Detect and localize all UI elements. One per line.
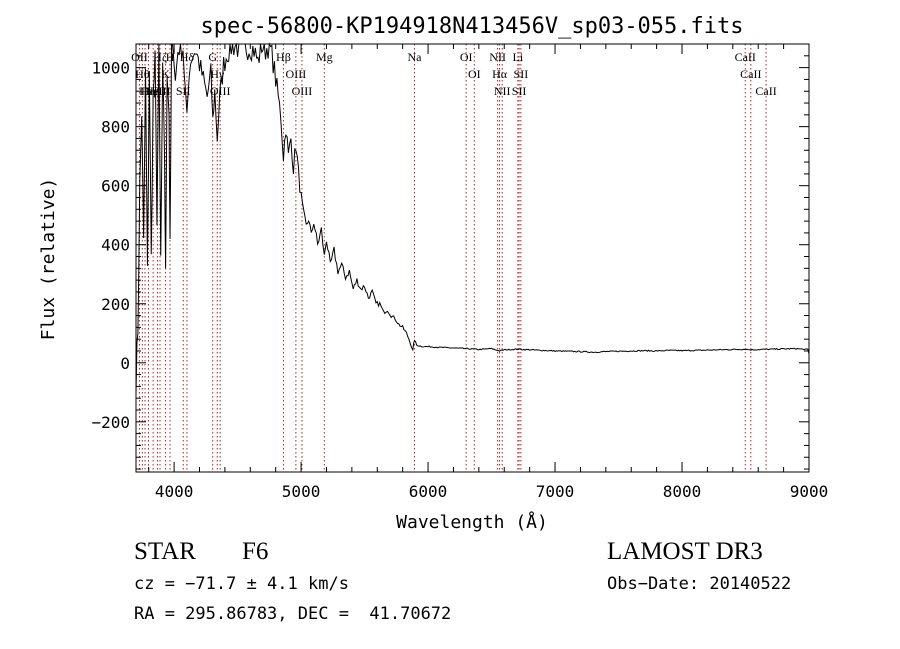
line-label-6: Hζ <box>153 50 167 64</box>
x-tick-label-0: 4000 <box>155 482 194 501</box>
line-label-4: Hζ <box>146 84 160 98</box>
y-tick-label-4: 600 <box>101 177 130 196</box>
observation-date: Obs−Date: 20140522 <box>607 574 792 594</box>
x-tick-label-1: 5000 <box>282 482 321 501</box>
y-axis-label: Flux (relative) <box>38 178 59 341</box>
y-tick-label-1: 0 <box>120 354 130 373</box>
line-label-7: K <box>161 67 170 81</box>
x-axis-label: Wavelength (Å) <box>396 511 548 533</box>
line-label-15: OIII <box>286 67 307 81</box>
y-tick-label-5: 800 <box>101 118 130 137</box>
line-label-25: SII <box>512 84 527 98</box>
axes-group: 4000 5000 6000 7000 8000 9000 −200 0 200 400 600 80… <box>91 43 829 501</box>
redshift-velocity: cz = −71.7 ± 4.1 km/s <box>134 574 349 594</box>
line-label-1: Hθ <box>135 67 150 81</box>
line-label-14: Hβ <box>276 50 291 64</box>
line-label-21: NII <box>489 50 506 64</box>
line-label-29: CaII <box>755 84 776 98</box>
line-label-10: Hδ <box>180 50 195 64</box>
chart-title: spec-56800-KP194918N413456V_sp03-055.fit… <box>200 14 743 39</box>
x-tick-label-2: 6000 <box>409 482 448 501</box>
line-marker-group <box>138 44 767 472</box>
line-label-2: Hι <box>139 84 152 98</box>
line-label-8: H <box>166 50 175 64</box>
line-label-3: Hη <box>141 84 156 98</box>
y-tick-label-0: −200 <box>91 413 130 432</box>
line-label-17: Mg <box>316 50 333 64</box>
line-label-5: NeIII <box>144 84 170 98</box>
plot-frame <box>135 43 810 473</box>
y-tick-label-3: 400 <box>101 236 130 255</box>
coordinates: RA = 295.86783, DEC = 41.70672 <box>134 604 452 624</box>
line-label-27: CaII <box>735 50 756 64</box>
x-tick-label-3: 7000 <box>536 482 575 501</box>
line-label-13: OIII <box>210 84 231 98</box>
object-class: STAR <box>134 538 196 565</box>
line-label-28: CaII <box>740 67 761 81</box>
line-label-18: Na <box>407 50 422 64</box>
line-label-24: Li <box>512 50 523 64</box>
flux-series-group <box>135 42 810 394</box>
y-tick-label-6: 1000 <box>91 59 130 78</box>
y-tick-label-2: 200 <box>101 295 130 314</box>
line-label-12: Hγ <box>210 67 225 81</box>
object-subclass: F6 <box>242 538 269 565</box>
survey-name: LAMOST DR3 <box>607 538 763 565</box>
line-label-16: OIII <box>292 84 313 98</box>
line-label-19: OI <box>460 50 473 64</box>
line-label-22: Hα <box>492 67 508 81</box>
flux-line <box>135 42 810 394</box>
line-label-11: G <box>208 50 217 64</box>
line-label-9: SII <box>176 84 191 98</box>
line-label-0: OII <box>131 50 148 64</box>
x-tick-label-4: 8000 <box>663 482 702 501</box>
x-tick-label-5: 9000 <box>790 482 829 501</box>
line-label-20: OI <box>468 67 481 81</box>
line-label-26: SII <box>514 67 529 81</box>
line-label-23: NII <box>494 84 511 98</box>
